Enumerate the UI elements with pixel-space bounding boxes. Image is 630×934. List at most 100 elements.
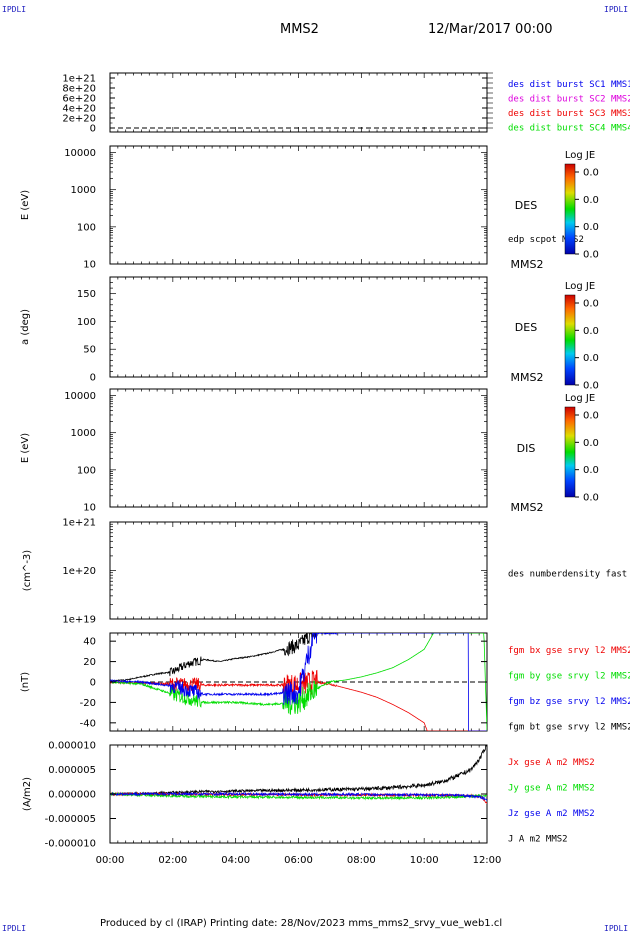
- y-tick-label: 1000: [71, 185, 96, 196]
- y-tick-label: 150: [77, 289, 96, 300]
- series-line-jy-gse-a-m2-mms2: [110, 791, 487, 801]
- y-tick-label: 100: [77, 222, 96, 233]
- y-tick-label: 100: [77, 317, 96, 328]
- x-tick-label: 10:00: [410, 855, 439, 866]
- colorbar-title: Log JE: [565, 393, 595, 404]
- colorbar-tick-label: 0.0: [583, 222, 599, 233]
- y-tick-label: 50: [83, 345, 96, 356]
- y-tick-label: 6e+20: [62, 94, 96, 105]
- colorbar-tick-label: 0.0: [583, 195, 599, 206]
- y-tick-label: 2e+20: [62, 114, 96, 125]
- panel-frame: [109, 145, 488, 265]
- plot-area: [110, 633, 487, 731]
- legend-entry: Jz gse A m2 MMS2: [508, 809, 595, 819]
- y-tick-label: -20: [80, 698, 96, 709]
- instrument-label: DES: [515, 321, 537, 334]
- series-line-jz-gse-a-m2-mms2: [110, 791, 487, 802]
- spacecraft-label: MMS2: [511, 501, 544, 514]
- overlay-label: edp scpot MMS2: [508, 235, 584, 245]
- colorbar-tick-label: 0.0: [583, 299, 599, 310]
- colorbar-tick-label: 0.0: [583, 493, 599, 504]
- colorbar-title: Log JE: [565, 150, 595, 161]
- colorbar-tick-label: 0.0: [583, 381, 599, 392]
- x-tick-label: 06:00: [284, 855, 313, 866]
- y-axis-label: (nT): [20, 672, 31, 692]
- legend-entry: fgm bx gse srvy l2 MMS2: [508, 646, 630, 656]
- x-tick-label: 00:00: [96, 855, 125, 866]
- instrument-label: DIS: [517, 442, 536, 455]
- colorbar-tick-label: 0.0: [583, 326, 599, 337]
- colorbar-tick-label: 0.0: [583, 438, 599, 449]
- y-tick-label: 10000: [64, 148, 96, 159]
- legend-entry: fgm bz gse srvy l2 MMS2: [508, 697, 630, 707]
- colorbar: [564, 294, 576, 386]
- legend-entry: des dist burst SC2 MMS2: [508, 95, 630, 105]
- colorbar-title: Log JE: [565, 281, 595, 292]
- spacecraft-label: MMS2: [511, 371, 544, 384]
- y-tick-label: 0.000010: [48, 741, 96, 752]
- y-tick-label: 10: [83, 503, 96, 514]
- y-axis-label: (cm^-3): [22, 550, 33, 591]
- figure-datetime: 12/Mar/2017 00:00: [428, 22, 553, 37]
- legend-entry: fgm by gse srvy l2 MMS2: [508, 672, 630, 682]
- y-tick-label: 8e+20: [62, 84, 96, 95]
- y-tick-label: 0: [90, 678, 96, 689]
- series-line-fgm-bx-gse-srvy-l2-mms2: [110, 669, 487, 731]
- legend-entry: Jx gse A m2 MMS2: [508, 758, 595, 768]
- y-axis-label: E (eV): [20, 190, 31, 220]
- y-axis-label: E (eV): [20, 433, 31, 463]
- legend-entry: des numberdensity fast M: [508, 570, 630, 580]
- y-tick-label: 1e+19: [62, 615, 96, 626]
- legend-entry: des dist burst SC4 MMS4: [508, 124, 630, 134]
- spacecraft-label: MMS2: [511, 258, 544, 271]
- y-tick-label: 0.000000: [48, 790, 96, 801]
- x-tick-label: 12:00: [473, 855, 502, 866]
- legend-entry: des dist burst SC1 MMS1: [508, 80, 630, 90]
- y-tick-label: 100: [77, 465, 96, 476]
- legend-entry: des dist burst SC3 MMS3: [508, 109, 630, 119]
- y-tick-label: 0.000005: [48, 765, 96, 776]
- x-tick-label: 04:00: [221, 855, 250, 866]
- y-tick-label: -0.000005: [45, 814, 96, 825]
- series-line-j-a-m2-mms2: [110, 745, 487, 797]
- x-tick-label: 08:00: [347, 855, 376, 866]
- corner-label-bottom-left: IPDLI: [2, 924, 27, 933]
- colorbar-tick-label: 0.0: [583, 465, 599, 476]
- series-line-fgm-bt-gse-srvy-l2-mms2: [110, 633, 337, 682]
- colorbar-tick-label: 0.0: [583, 250, 599, 261]
- y-tick-label: -40: [80, 718, 96, 729]
- y-tick-label: 1e+20: [62, 566, 96, 577]
- series-line-fgm-by-gse-srvy-l2-mms2: [110, 633, 487, 731]
- y-tick-label: 1000: [71, 428, 96, 439]
- colorbar: [564, 406, 576, 498]
- y-tick-label: 10000: [64, 391, 96, 402]
- y-tick-label: 0: [90, 124, 96, 135]
- corner-label-top-right: IPDLI: [604, 5, 629, 14]
- panel-frame: [109, 276, 488, 378]
- y-tick-label: -0.000010: [45, 839, 96, 850]
- y-tick-label: 10: [83, 260, 96, 271]
- plot-area: [110, 745, 487, 804]
- colorbar-tick-label: 0.0: [583, 353, 599, 364]
- y-axis-label: (A/m2): [22, 777, 33, 811]
- legend-entry: J A m2 MMS2: [508, 835, 568, 845]
- colorbar-tick-label: 0.0: [583, 411, 599, 422]
- y-tick-label: 1e+21: [62, 518, 96, 529]
- legend-entry: Jy gse A m2 MMS2: [508, 784, 595, 794]
- panel-frame: [109, 521, 488, 620]
- series-line-fgm-bz-gse-srvy-l2-mms2: [110, 633, 487, 731]
- legend-entry: fgm bt gse srvy l2 MMS2: [508, 723, 630, 733]
- colorbar: [564, 163, 576, 255]
- corner-label-bottom-right: IPDLI: [604, 924, 629, 933]
- instrument-label: DES: [515, 199, 537, 212]
- y-axis-label: a (deg): [20, 309, 31, 345]
- colorbar-tick-label: 0.0: [583, 168, 599, 179]
- y-tick-label: 40: [83, 637, 96, 648]
- y-tick-label: 4e+20: [62, 104, 96, 115]
- figure-title: MMS2: [280, 22, 319, 37]
- corner-label-top-left: IPDLI: [2, 5, 27, 14]
- footer-credits: Produced by cl (IRAP) Printing date: 28/…: [100, 918, 503, 929]
- y-tick-label: 20: [83, 657, 96, 668]
- panel-frame: [109, 388, 488, 508]
